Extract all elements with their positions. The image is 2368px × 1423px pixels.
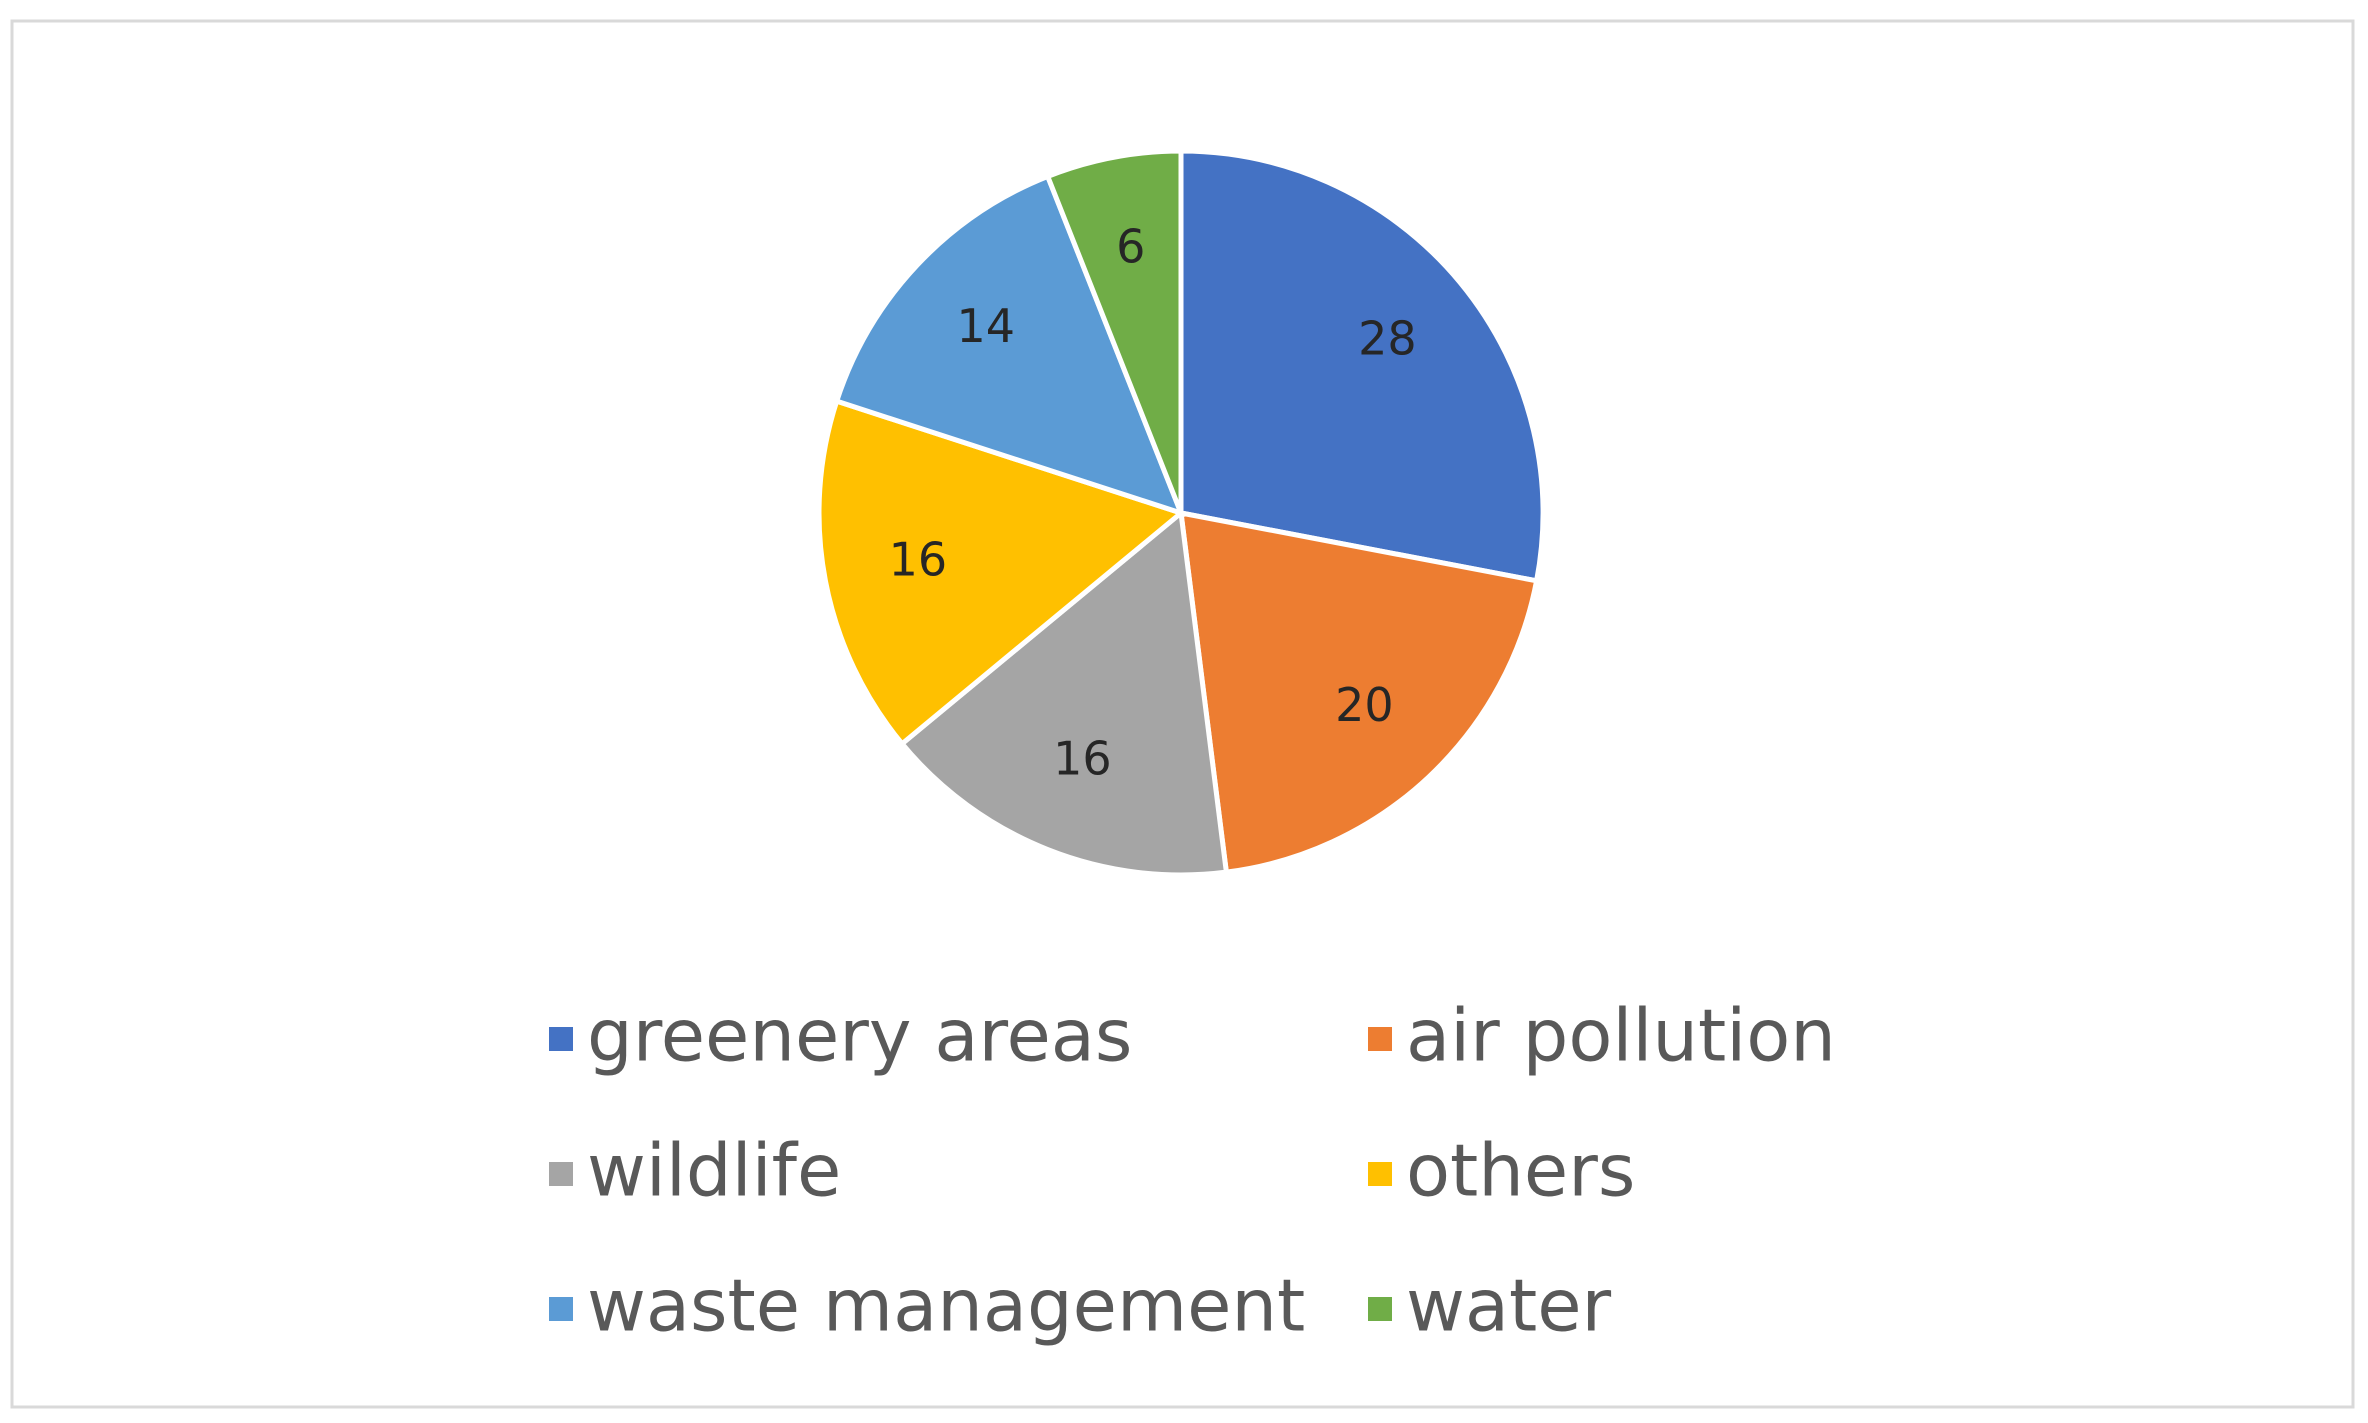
pie-slice bbox=[1178, 509, 1540, 875]
pie-slice bbox=[833, 173, 1186, 518]
legend-label: air pollution bbox=[1406, 994, 1836, 1078]
data-label: 16 bbox=[1053, 732, 1112, 786]
pie-slice bbox=[1178, 148, 1546, 584]
pie-slice bbox=[1044, 148, 1184, 514]
legend-label: waste management bbox=[587, 1264, 1305, 1348]
legend-marker bbox=[549, 1162, 573, 1186]
legend-label: wildlife bbox=[587, 1129, 841, 1213]
pie-slice bbox=[898, 508, 1230, 878]
data-label: 16 bbox=[889, 533, 948, 587]
legend-marker bbox=[549, 1297, 573, 1321]
data-label: 20 bbox=[1335, 678, 1394, 732]
legend-label: others bbox=[1406, 1129, 1635, 1213]
legend-marker bbox=[1368, 1027, 1392, 1051]
legend-label: greenery areas bbox=[587, 994, 1132, 1078]
legend-marker bbox=[549, 1027, 573, 1051]
data-label: 28 bbox=[1358, 312, 1417, 366]
legend-label: water bbox=[1406, 1264, 1612, 1348]
legend-marker bbox=[1368, 1297, 1392, 1321]
data-label: 6 bbox=[1116, 219, 1145, 273]
legend-marker bbox=[1368, 1162, 1392, 1186]
pie-slice bbox=[816, 397, 1187, 748]
data-label: 14 bbox=[956, 299, 1015, 353]
